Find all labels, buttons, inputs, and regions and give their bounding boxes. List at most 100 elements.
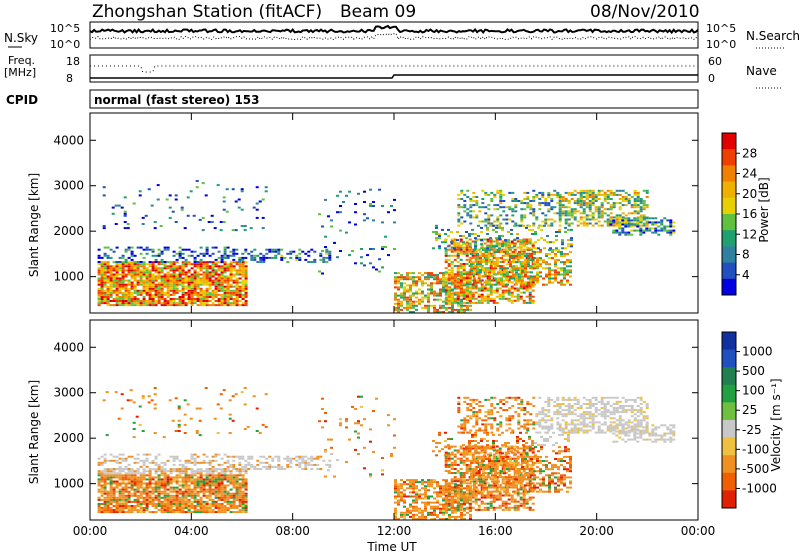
heatmap-cell bbox=[242, 493, 245, 495]
heatmap-cell bbox=[137, 487, 140, 489]
heatmap-cell bbox=[451, 298, 454, 300]
heatmap-cell bbox=[526, 204, 529, 206]
heatmap-cell bbox=[598, 190, 601, 192]
heatmap-cell bbox=[200, 294, 203, 296]
heatmap-cell bbox=[230, 474, 233, 476]
heatmap-cell bbox=[143, 462, 146, 464]
heatmap-cell bbox=[173, 269, 176, 271]
heatmap-cell bbox=[445, 271, 448, 273]
heatmap-cell bbox=[339, 422, 342, 424]
heatmap-cell bbox=[457, 219, 460, 221]
heatmap-cell bbox=[107, 290, 110, 292]
heatmap-cell bbox=[188, 487, 191, 489]
heatmap-cell bbox=[107, 271, 110, 273]
heatmap-cell bbox=[564, 227, 567, 229]
heatmap-cell bbox=[491, 267, 494, 269]
heatmap-cell bbox=[430, 514, 433, 516]
heatmap-cell bbox=[250, 456, 253, 458]
heatmap-cell bbox=[577, 225, 580, 227]
heatmap-cell bbox=[137, 476, 140, 478]
heatmap-cell bbox=[448, 259, 451, 261]
heatmap-cell bbox=[236, 269, 239, 271]
colorbar-segment bbox=[722, 279, 736, 296]
heatmap-cell bbox=[427, 502, 430, 504]
heatmap-cell bbox=[164, 472, 167, 474]
heatmap-cell bbox=[628, 202, 631, 204]
heatmap-cell bbox=[104, 300, 107, 302]
heatmap-cell bbox=[502, 194, 505, 196]
heatmap-cell bbox=[131, 489, 134, 491]
heatmap-cell bbox=[491, 269, 494, 271]
heatmap-cell bbox=[194, 263, 197, 265]
heatmap-cell bbox=[460, 275, 463, 277]
heatmap-cell bbox=[215, 300, 218, 302]
heatmap-cell bbox=[161, 276, 164, 278]
heatmap-cell bbox=[478, 290, 481, 292]
heatmap-cell bbox=[454, 284, 457, 286]
heatmap-cell bbox=[134, 284, 137, 286]
heatmap-cell bbox=[203, 253, 206, 255]
heatmap-cell bbox=[149, 474, 152, 476]
heatmap-cell bbox=[268, 249, 271, 251]
heatmap-cell bbox=[232, 466, 235, 468]
heatmap-cell bbox=[397, 272, 400, 274]
heatmap-cell bbox=[511, 292, 514, 294]
heatmap-cell bbox=[143, 464, 146, 466]
heatmap-cell bbox=[116, 274, 119, 276]
heatmap-cell bbox=[415, 305, 418, 307]
heatmap-cell bbox=[409, 286, 412, 288]
heatmap-cell bbox=[253, 257, 256, 259]
heatmap-cell bbox=[149, 491, 152, 493]
heatmap-cell bbox=[188, 269, 191, 271]
heatmap-cell bbox=[523, 214, 526, 216]
heatmap-cell bbox=[354, 449, 357, 451]
heatmap-cell bbox=[527, 278, 530, 280]
heatmap-cell bbox=[139, 424, 142, 426]
heatmap-cell bbox=[212, 509, 215, 511]
heatmap-cell bbox=[336, 195, 339, 197]
heatmap-cell bbox=[375, 398, 378, 400]
heatmap-cell bbox=[490, 288, 493, 290]
heatmap-cell bbox=[400, 286, 403, 288]
heatmap-cell bbox=[532, 290, 535, 292]
heatmap-cell bbox=[137, 282, 140, 284]
heatmap-cell bbox=[167, 489, 170, 491]
heatmap-cell bbox=[466, 279, 469, 281]
heatmap-cell bbox=[517, 298, 520, 300]
heatmap-cell bbox=[206, 247, 209, 249]
heatmap-cell bbox=[146, 495, 149, 497]
heatmap-cell bbox=[244, 460, 247, 462]
heatmap-cell bbox=[456, 243, 459, 245]
heatmap-cell bbox=[122, 269, 125, 271]
heatmap-cell bbox=[98, 294, 101, 296]
heatmap-cell bbox=[245, 296, 248, 298]
heatmap-cell bbox=[488, 255, 491, 257]
heatmap-cell bbox=[218, 278, 221, 280]
heatmap-cell bbox=[224, 280, 227, 282]
heatmap-cell bbox=[259, 257, 262, 259]
heatmap-cell bbox=[142, 395, 145, 397]
heatmap-cell bbox=[239, 292, 242, 294]
heatmap-cell bbox=[339, 191, 342, 193]
heatmap-cell bbox=[514, 296, 517, 298]
heatmap-cell bbox=[215, 503, 218, 505]
heatmap-cell bbox=[514, 253, 517, 255]
heatmap-cell bbox=[170, 300, 173, 302]
heatmap-cell bbox=[149, 501, 152, 503]
heatmap-cell bbox=[556, 192, 559, 194]
heatmap-cell bbox=[506, 263, 509, 265]
heatmap-cell bbox=[140, 485, 143, 487]
heatmap-cell bbox=[104, 491, 107, 493]
heatmap-cell bbox=[224, 476, 227, 478]
heatmap-cell bbox=[206, 298, 209, 300]
heatmap-cell bbox=[206, 280, 209, 282]
heatmap-cell bbox=[562, 214, 565, 216]
heatmap-cell bbox=[119, 499, 122, 501]
heatmap-cell bbox=[488, 274, 491, 276]
heatmap-cell bbox=[232, 420, 235, 422]
heatmap-cell bbox=[475, 202, 478, 204]
heatmap-cell bbox=[469, 223, 472, 225]
heatmap-cell bbox=[244, 229, 247, 231]
heatmap-cell bbox=[563, 267, 566, 269]
heatmap-cell bbox=[394, 483, 397, 485]
